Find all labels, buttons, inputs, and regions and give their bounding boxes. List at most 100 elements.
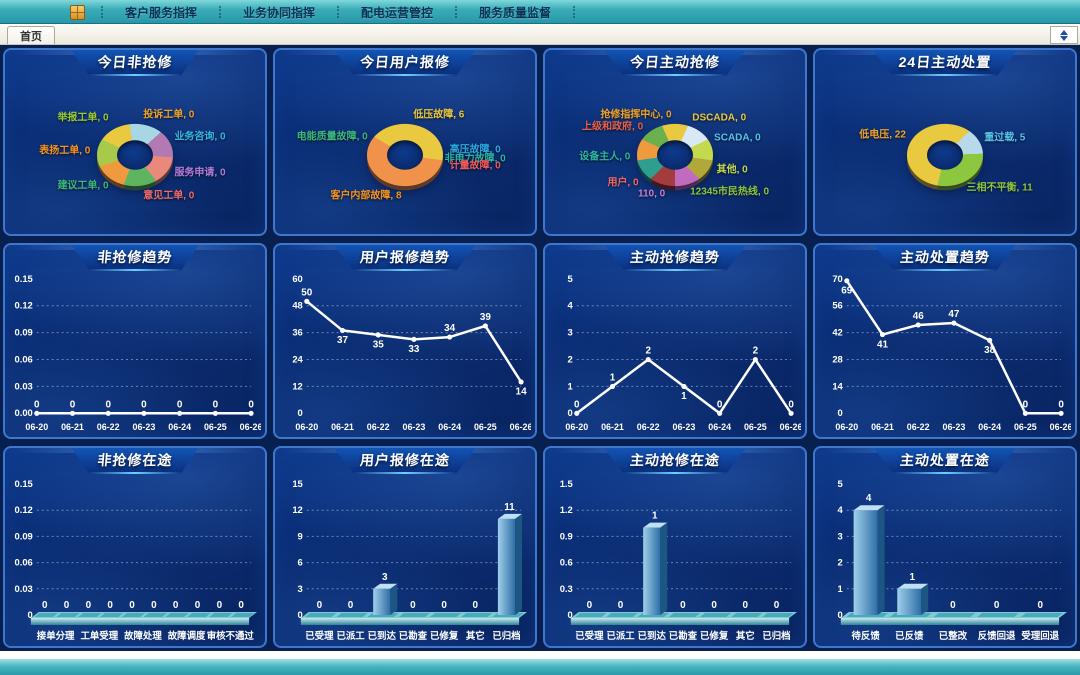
donut-callout: 设备主人, 0 xyxy=(579,151,631,163)
donut-chart-today-active-rush: 抢修指挥中心, 0 DSCADA, 0 SCADA, 0 其他, 0 12345市民热线… xyxy=(545,50,805,234)
value-label: 0 xyxy=(618,600,624,611)
panel-title: 今日非抢修 xyxy=(71,50,199,76)
category-label: 已修复 xyxy=(430,630,459,642)
donut-ring xyxy=(637,117,713,193)
data-point xyxy=(1058,410,1064,416)
app-grid-icon[interactable] xyxy=(70,4,85,20)
y-axis-tick: 28 xyxy=(832,353,842,364)
bar-side xyxy=(390,583,398,615)
bar-chart-svg: 0.150.120.090.060.0300 0 0 0 0 0 0 0 0 0接单分理 工单受理故… xyxy=(14,479,258,642)
menu-item-customer-service[interactable]: 客户服务指挥 xyxy=(125,5,198,20)
data-point xyxy=(105,410,111,416)
y-axis-tick: 0.00 xyxy=(14,407,32,418)
donut-ring xyxy=(907,117,983,193)
y-axis-tick: 0.06 xyxy=(14,353,32,364)
donut-callout: 上级和政府, 0 xyxy=(582,121,644,133)
category-label: 已修复 xyxy=(700,630,729,642)
value-label: 1 xyxy=(610,372,616,383)
value-label: 0 xyxy=(574,399,580,410)
y-axis-tick: 14 xyxy=(832,380,843,391)
panel-title: 主动处置在途 xyxy=(874,448,1016,474)
category-label: 待反馈 xyxy=(852,630,881,642)
bar-top xyxy=(853,505,885,511)
value-label: 0 xyxy=(680,600,686,611)
donut-3d xyxy=(367,123,443,191)
menu-item-business-coordination[interactable]: 业务协同指挥 xyxy=(243,5,316,20)
donut-callout: 服务申请, 0 xyxy=(174,167,226,179)
scroll-down-icon[interactable] xyxy=(1060,35,1068,41)
platform-cell xyxy=(78,613,102,617)
category-label: 审核不通过 xyxy=(207,630,255,642)
donut-callout: 三相不平衡, 11 xyxy=(966,182,1033,194)
menu-item-distribution-operation[interactable]: 配电运营管控 xyxy=(361,5,434,20)
data-point xyxy=(141,410,147,416)
y-axis-tick: 0 xyxy=(568,407,573,418)
platform-cell xyxy=(305,613,337,617)
y-axis-tick: 0.03 xyxy=(14,584,32,595)
donut-callout: 计量故障, 0 xyxy=(449,160,501,172)
x-axis-label: 06-22 xyxy=(907,422,930,432)
trend-chart-user-repair: 60 48 36 24 12 0 50 37 35 33 34 39 14 06-20 06-21 06-22… xyxy=(279,269,532,435)
data-point xyxy=(482,323,488,329)
panel-title: 主动处置趋势 xyxy=(874,245,1016,271)
platform-cell xyxy=(165,613,189,617)
x-axis-label: 06-23 xyxy=(403,422,426,432)
data-point xyxy=(609,383,616,389)
y-axis-tick: 60 xyxy=(292,273,302,284)
scroll-up-icon[interactable] xyxy=(1060,29,1068,35)
bar-chart-user-repair-inprogress: 15 12 9 6 3 0 0 0 3 0 0 0 11 已受理 已派工 已到达 已勘查 已修复 其它 已归档 xyxy=(279,472,531,644)
category-label: 故障调度 xyxy=(168,630,206,642)
value-label: 0 xyxy=(70,399,76,410)
donut-ring xyxy=(367,117,443,193)
value-label: 69 xyxy=(841,286,853,297)
value-label: 0 xyxy=(42,600,48,611)
x-axis-label: 06-23 xyxy=(943,422,966,432)
value-label: 41 xyxy=(877,339,889,350)
y-axis-tick: 24 xyxy=(292,353,303,364)
value-label: 2 xyxy=(753,346,759,357)
data-point xyxy=(987,337,993,343)
panel-title: 主动抢修在途 xyxy=(604,448,746,474)
panel-24day-active-disposal: 24日主动处置 低电压, 22 重过载, 5 三相不平衡, 11 xyxy=(813,48,1077,236)
category-label: 已勘查 xyxy=(669,630,698,642)
data-point xyxy=(304,298,310,304)
trend-chart-svg: 0.150.120.090.060.030.000 0 0 0 0 0 006-20 06-2… xyxy=(14,273,262,432)
platform-cell xyxy=(121,613,146,617)
panel-title: 24日主动处置 xyxy=(872,50,1018,76)
platform-front xyxy=(30,618,250,625)
y-axis-tick: 36 xyxy=(292,327,302,338)
platform-cell xyxy=(668,613,701,617)
x-axis-label: 06-24 xyxy=(708,422,731,432)
platform-cell xyxy=(606,613,638,617)
bottom-teal-bar xyxy=(0,659,1080,675)
value-label: 34 xyxy=(444,323,456,334)
value-label: 0 xyxy=(177,399,183,410)
data-point xyxy=(951,320,957,326)
x-axis-label: 06-25 xyxy=(1014,422,1037,432)
y-axis-tick: 1.2 xyxy=(560,505,573,516)
data-point xyxy=(879,331,886,338)
y-axis-tick: 5 xyxy=(838,479,843,490)
y-axis-tick: 2 xyxy=(568,353,573,364)
platform-cell xyxy=(209,613,233,617)
tab-scroll-control[interactable] xyxy=(1050,26,1078,44)
menu-item-service-quality[interactable]: 服务质量监督 xyxy=(479,5,552,20)
y-axis-tick: 0.12 xyxy=(14,300,32,311)
y-axis-tick: 9 xyxy=(298,531,303,542)
y-axis-tick: 0 xyxy=(298,610,303,621)
value-label: 0 xyxy=(994,600,1000,611)
value-label: 0 xyxy=(441,600,447,611)
platform-front xyxy=(840,618,1060,625)
y-axis-tick: 3 xyxy=(838,531,843,542)
donut-chart-today-non-rush: 举报工单, 0 投诉工单, 0 业务咨询, 0 服务申请, 0 意见工单, 0 建议工单,… xyxy=(5,50,265,234)
y-axis-tick: 2 xyxy=(838,558,843,569)
y-axis-tick: 12 xyxy=(292,505,302,516)
category-label: 接单分理 xyxy=(37,630,75,642)
tab-home[interactable]: 首页 xyxy=(7,26,55,44)
panel-active-rush-inprogress: 主动抢修在途 1.5 1.2 0.9 0.6 0.3 0 0 0 1 0 0 0 0 已受理 已派工 已到达已… xyxy=(543,446,807,648)
value-label: 1 xyxy=(652,511,658,522)
value-label: 0 xyxy=(213,399,219,410)
y-axis-tick: 0.3 xyxy=(560,584,573,595)
donut-callout: 表扬工单, 0 xyxy=(39,145,91,157)
x-axis-label: 06-20 xyxy=(295,422,318,432)
